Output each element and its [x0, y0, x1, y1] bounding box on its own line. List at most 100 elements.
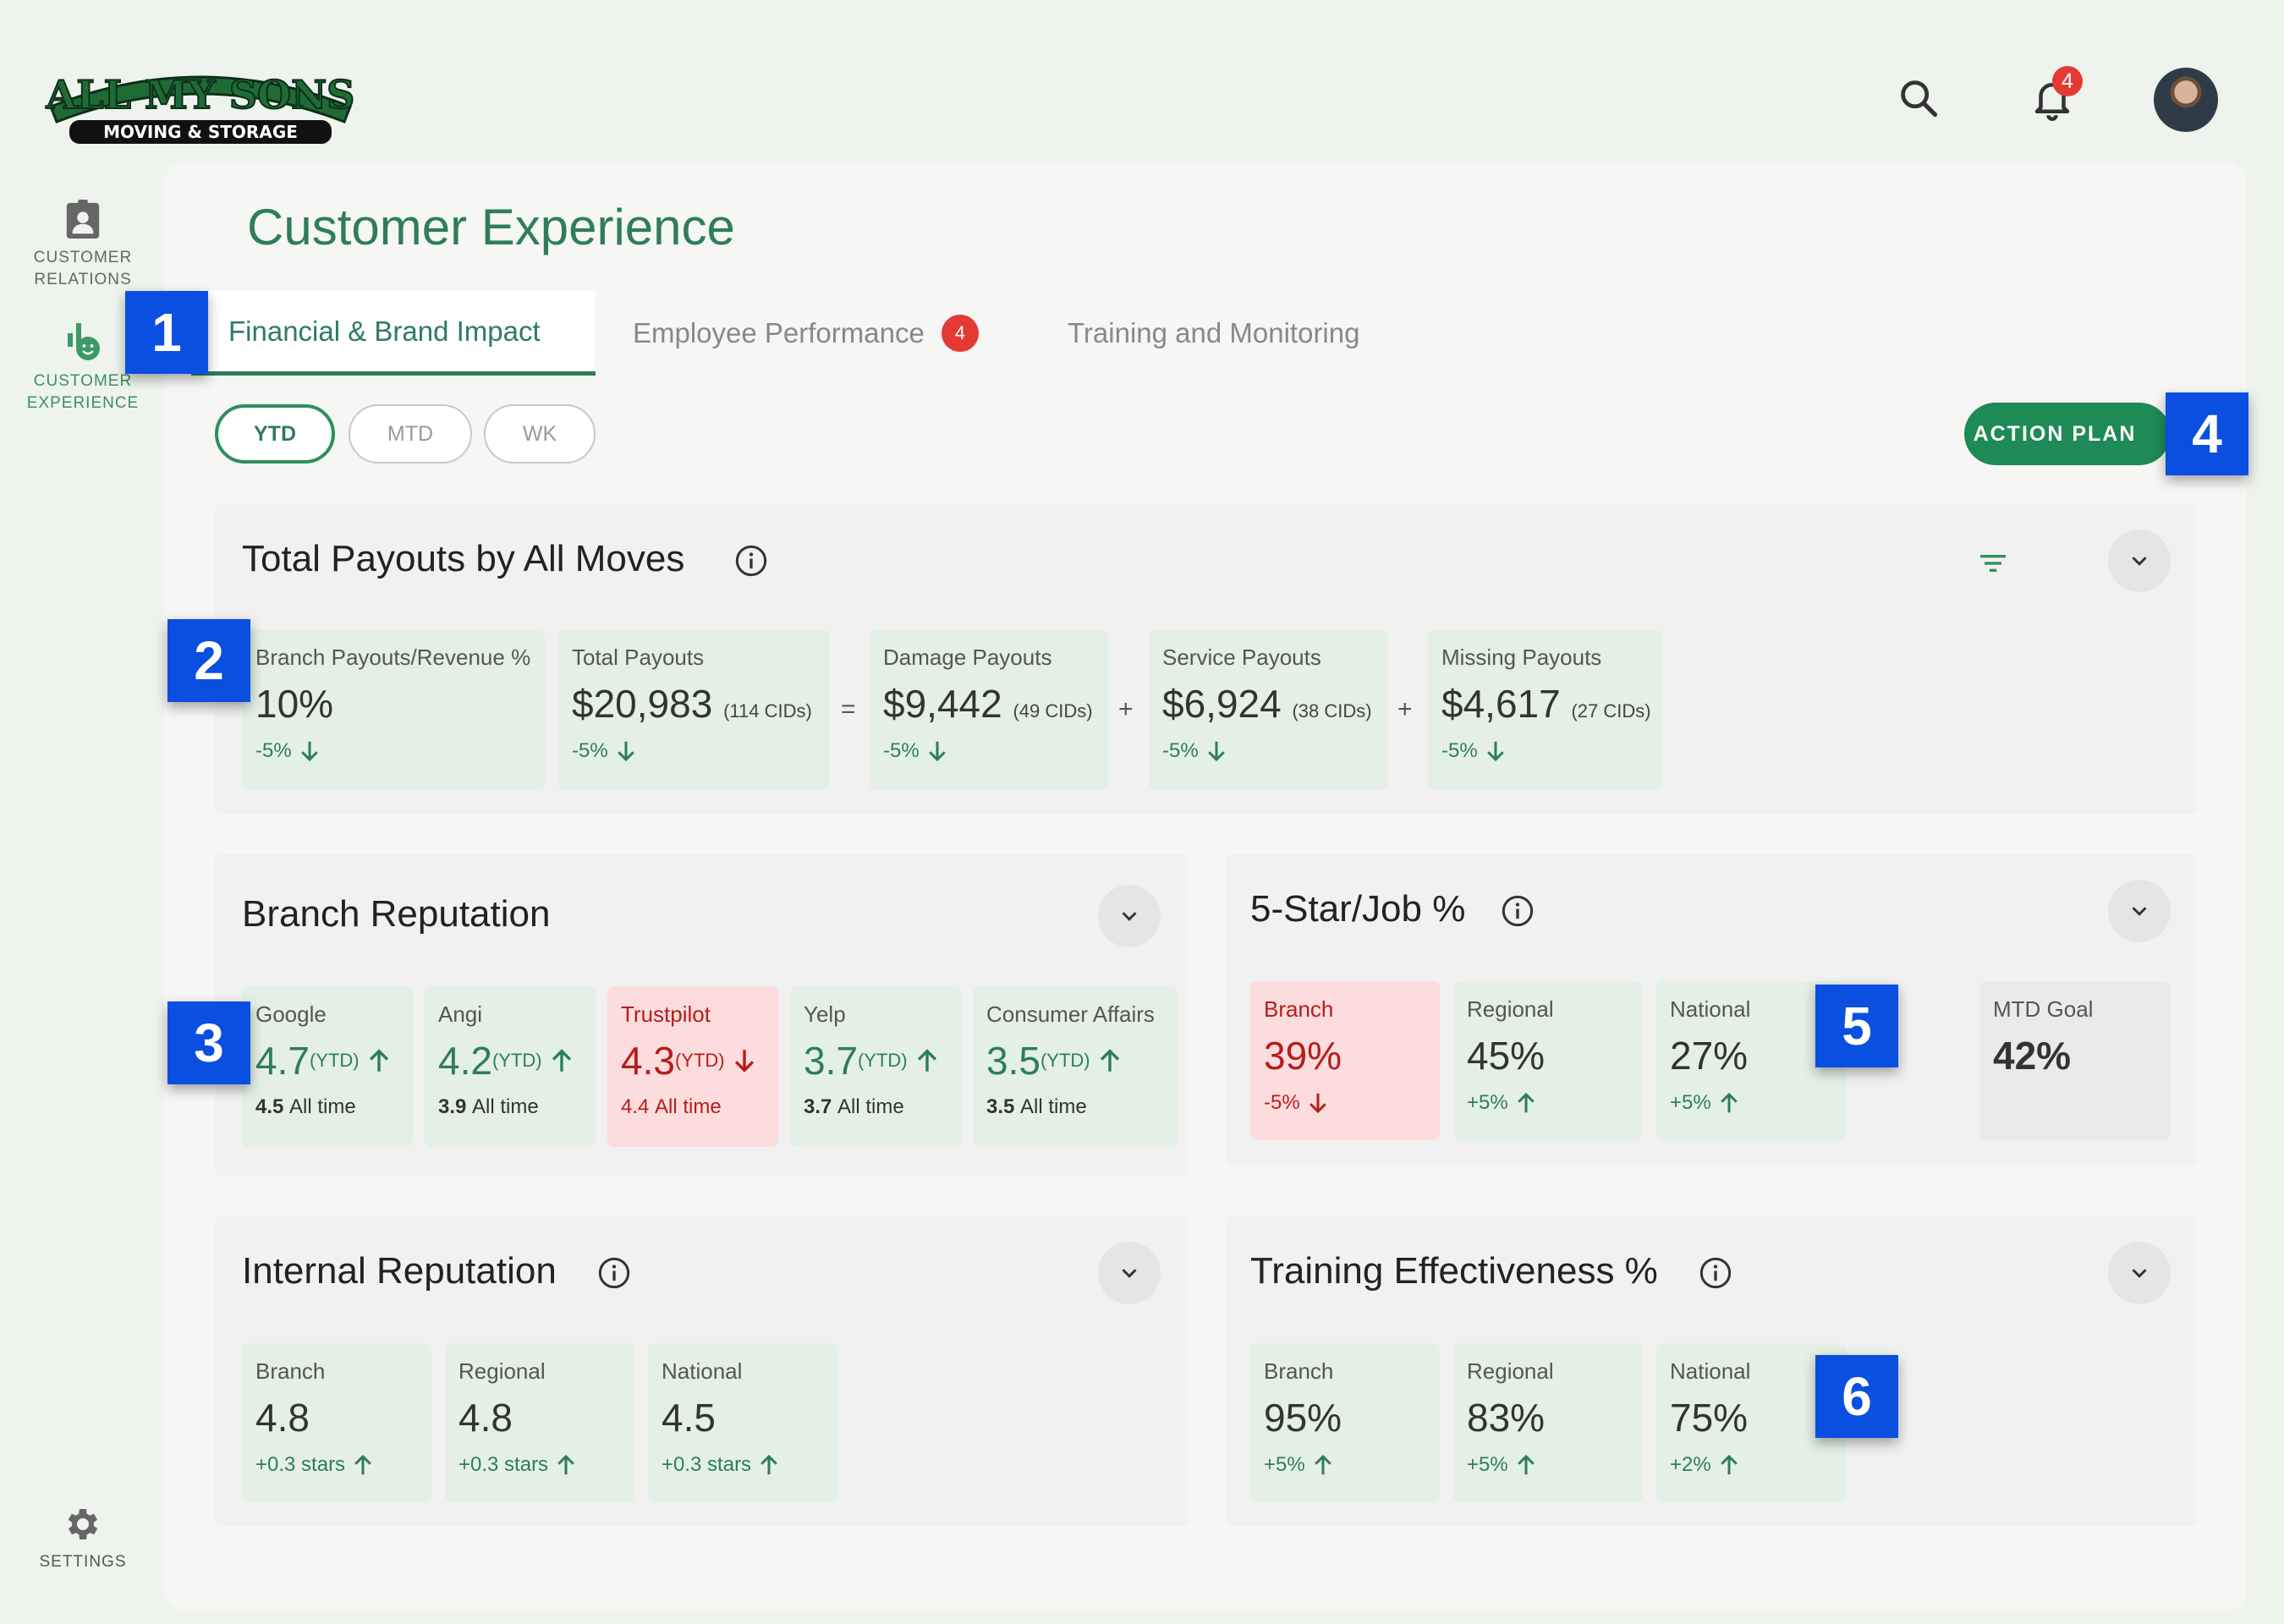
period-wk-button[interactable]: WK [484, 404, 596, 464]
card-change: +0.3 stars [662, 1452, 824, 1478]
five-star-collapse-button[interactable] [2108, 880, 2171, 942]
info-icon[interactable] [1699, 1256, 1732, 1290]
card-all-time: 3.7 All time [804, 1095, 904, 1118]
internal-collapse-button[interactable] [1098, 1242, 1161, 1304]
arrow-up-icon [1720, 1092, 1738, 1113]
card-change: +5% [1264, 1452, 1426, 1478]
annotation-marker-6: 6 [1815, 1355, 1898, 1438]
payouts-collapse-button[interactable] [2108, 529, 2171, 592]
period-mtd-button[interactable]: MTD [349, 404, 472, 464]
notification-count-badge: 4 [2052, 66, 2083, 96]
rating-card-angi: Angi 4.2 (YTD) 3.9 All time [425, 986, 596, 1147]
tab-financial-label: Financial & Brand Impact [228, 315, 541, 347]
chevron-down-icon [2132, 1269, 2147, 1278]
nav-customer-relations[interactable]: CUSTOMER RELATIONS [17, 198, 149, 291]
page-title: Customer Experience [247, 199, 735, 255]
five-star-card-branch: Branch 39% -5% [1250, 981, 1440, 1140]
card-all-time: 4.4 All time [621, 1095, 722, 1118]
arrow-down-icon [1486, 741, 1504, 762]
chevron-down-icon [2132, 557, 2147, 566]
arrow-up-icon [1517, 1092, 1535, 1113]
arrow-up-icon [1720, 1454, 1738, 1475]
branch-reputation-title: Branch Reputation [242, 893, 551, 935]
arrow-up-icon [369, 1049, 388, 1072]
action-plan-button[interactable]: ACTION PLAN [1964, 403, 2171, 465]
internal-reputation-title: Internal Reputation [242, 1250, 557, 1292]
payout-card-total: Total Payouts $20,983 (114 CIDs) -5% [558, 629, 829, 790]
card-value: 95% [1264, 1396, 1342, 1440]
card-label: Yelp [804, 1001, 846, 1027]
period-ytd-button[interactable]: YTD [215, 404, 335, 464]
card-change: -5% [255, 738, 531, 764]
card-change: +5% [1467, 1452, 1629, 1478]
rating-card-trustpilot: Trustpilot 4.3 (YTD) 4.4 All time [607, 986, 778, 1147]
chart-smiley-icon [68, 323, 100, 360]
nav-customer-experience[interactable]: CUSTOMER EXPERIENCE [17, 320, 149, 414]
card-value: $9,442 (49 CIDs) [883, 682, 1093, 726]
tab-training-label: Training and Monitoring [1068, 317, 1360, 348]
training-card-regional: Regional 83% +5% [1453, 1343, 1643, 1502]
payout-card-branch-revenue: Branch Payouts/Revenue % 10% -5% [242, 629, 545, 790]
card-label: National [1670, 1358, 1751, 1384]
arrow-down-icon [734, 1050, 754, 1073]
svg-text:ALL MY SONS: ALL MY SONS [46, 72, 355, 118]
card-label: Consumer Affairs [986, 1001, 1155, 1027]
plus-operator: + [1397, 695, 1413, 723]
training-card-national: National 75% +2% [1656, 1343, 1846, 1502]
arrow-up-icon [917, 1049, 936, 1072]
five-star-title: 5-Star/Job % [1250, 888, 1466, 930]
card-change: +5% [1467, 1090, 1629, 1116]
card-change: +0.3 stars [255, 1452, 418, 1478]
tab-training-monitoring[interactable]: Training and Monitoring [1068, 291, 1359, 376]
card-label: Trustpilot [621, 1001, 711, 1027]
info-icon[interactable] [597, 1256, 631, 1290]
training-effectiveness-title: Training Effectiveness % [1250, 1250, 1658, 1292]
id-badge-icon [66, 200, 100, 239]
internal-card-national: National 4.5 +0.3 stars [648, 1343, 837, 1502]
card-label: Angi [438, 1001, 483, 1027]
card-change: -5% [1162, 738, 1374, 764]
equals-operator: = [841, 695, 856, 723]
internal-card-regional: Regional 4.8 +0.3 stars [445, 1343, 634, 1502]
card-label: Missing Payouts [1441, 645, 1602, 670]
arrow-down-icon [1309, 1093, 1326, 1114]
card-value: 4.2 (YTD) [438, 1038, 582, 1084]
arrow-down-icon [928, 741, 946, 762]
arrow-up-icon [552, 1049, 571, 1072]
card-value: $20,983 (114 CIDs) [572, 682, 812, 726]
filter-icon[interactable] [1976, 546, 2010, 580]
card-change: +2% [1670, 1452, 1832, 1478]
card-label: Branch [1264, 1358, 1334, 1384]
card-value: 4.5 [662, 1396, 716, 1440]
card-label: Branch [255, 1358, 326, 1384]
training-collapse-button[interactable] [2108, 1242, 2171, 1304]
arrow-up-icon [760, 1454, 777, 1475]
payout-card-damage: Damage Payouts $9,442 (49 CIDs) -5% [870, 629, 1108, 790]
card-value: 10% [255, 682, 334, 726]
reputation-collapse-button[interactable] [1098, 885, 1161, 947]
search-button[interactable] [1891, 71, 1946, 125]
payout-card-service: Service Payouts $6,924 (38 CIDs) -5% [1149, 629, 1387, 790]
user-avatar[interactable] [2154, 68, 2218, 132]
card-change: -5% [1441, 738, 1648, 764]
card-value: 4.7 (YTD) [255, 1038, 399, 1084]
nav-settings[interactable]: SETTINGS [17, 1504, 149, 1573]
arrow-up-icon [1314, 1454, 1331, 1475]
card-change: -5% [883, 738, 1095, 764]
tab-employee-performance[interactable]: Employee Performance 4 [633, 291, 979, 376]
annotation-marker-1: 1 [125, 291, 208, 374]
card-value: 4.8 [255, 1396, 310, 1440]
annotation-marker-2: 2 [167, 619, 250, 702]
info-icon[interactable] [1501, 894, 1535, 928]
card-label: MTD Goal [1993, 996, 2094, 1022]
card-value: $4,617 (27 CIDs) [1441, 682, 1651, 726]
card-change: -5% [1264, 1090, 1426, 1116]
card-label: Total Payouts [572, 645, 705, 670]
info-icon[interactable] [734, 544, 768, 578]
card-label: Google [255, 1001, 327, 1027]
nav-settings-label: SETTINGS [39, 1553, 127, 1571]
total-payouts-title: Total Payouts by All Moves [242, 538, 685, 579]
card-label: Service Payouts [1162, 645, 1321, 670]
tab-financial-brand-impact[interactable]: Financial & Brand Impact [191, 291, 596, 376]
card-label: National [662, 1358, 743, 1384]
